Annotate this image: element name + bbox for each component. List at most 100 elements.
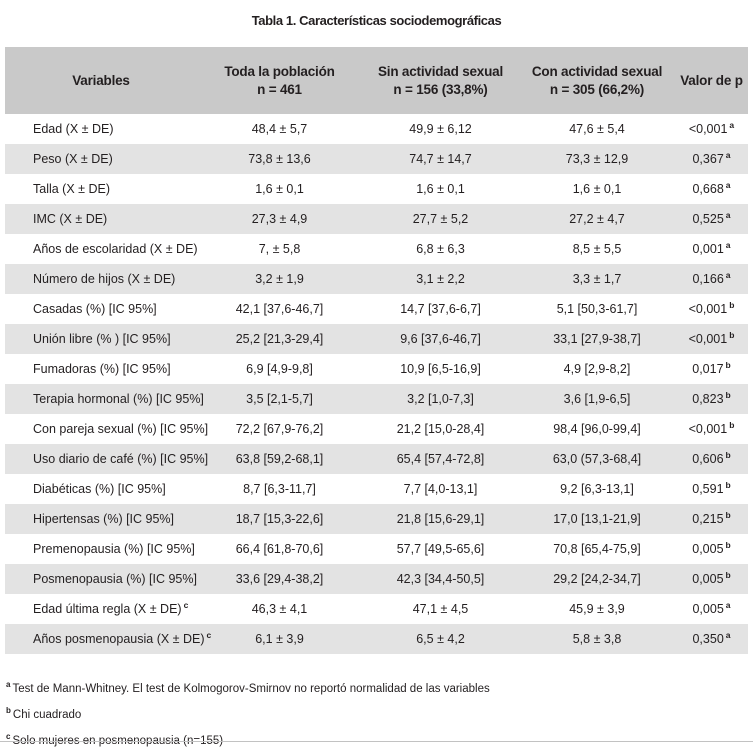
cell-total-population: 42,1 [37,6-46,7] — [235, 302, 324, 316]
cell-total-population: 8,7 [6,3-11,7] — [243, 482, 316, 496]
superscript-marker: c — [183, 599, 189, 610]
table-row: Número de hijos (X ± DE) 3,2 ± 1,9 3,1 ± 2… — [5, 264, 748, 294]
col-header-sub: n = 305 (66,2%) — [549, 81, 645, 97]
table-title: Tabla 1. Características sociodemográfic… — [251, 13, 502, 28]
cell-p-value: 0,005 a — [692, 599, 731, 616]
cell-p-value: 0,215 b — [675, 504, 748, 534]
cell-total-population: 18,7 [15,3-22,6] — [197, 504, 362, 534]
col-header-sub: n = 156 (33,8%) — [393, 81, 488, 97]
cell-no-sexual-activity: 6,8 ± 6,3 — [416, 242, 465, 256]
superscript-marker: b — [725, 509, 731, 520]
cell-p-value: 0,350 a — [675, 624, 748, 654]
superscript-marker: b — [729, 329, 735, 340]
cell-total-population: 46,3 ± 4,1 — [251, 602, 308, 616]
cell-p-value: 0,823 b — [675, 384, 748, 414]
table-row: Diabéticas (%) [IC 95%] 8,7 [6,3-11,7] 7,7… — [5, 474, 748, 504]
cell-p-value: 0,017 b — [692, 359, 731, 376]
superscript-marker: a — [729, 119, 735, 130]
cell-variable: Años posmenopausia (X ± DE) c — [5, 624, 211, 654]
cell-sexual-activity: 17,0 [13,1-21,9] — [519, 504, 675, 534]
cell-sexual-activity: 3,3 ± 1,7 — [519, 264, 675, 294]
cell-no-sexual-activity: 9,6 [37,6-46,7] — [362, 324, 519, 354]
footnotes: a Test de Mann-Whitney. El test de Kolmog… — [6, 674, 753, 749]
cell-no-sexual-activity: 74,7 ± 14,7 — [362, 144, 519, 174]
cell-no-sexual-activity: 65,4 [57,4-72,8] — [362, 444, 519, 474]
cell-total-population: 6,1 ± 3,9 — [197, 624, 362, 654]
cell-sexual-activity: 73,3 ± 12,9 — [519, 144, 675, 174]
cell-sexual-activity: 33,1 [27,9-38,7] — [519, 324, 675, 354]
cell-variable: Talla (X ± DE) — [33, 182, 111, 196]
cell-no-sexual-activity: 1,6 ± 0,1 — [416, 182, 465, 196]
cell-sexual-activity: 98,4 [96,0-99,4] — [553, 422, 641, 436]
cell-no-sexual-activity: 21,8 [15,6-29,1] — [362, 504, 519, 534]
cell-no-sexual-activity: 14,7 [37,6-6,7] — [400, 302, 481, 316]
table-row: Edad última regla (X ± DE) c 46,3 ± 4,1 47,… — [5, 594, 748, 624]
cell-p-value: 0,001 a — [692, 239, 731, 256]
footnote-marker: a — [6, 680, 11, 689]
cell-variable: Fumadoras (%) [IC 95%] — [33, 362, 171, 376]
cell-no-sexual-activity: 3,1 ± 2,2 — [362, 264, 519, 294]
cell-total-population: 73,8 ± 13,6 — [197, 144, 362, 174]
table-row: Edad (X ± DE) 48,4 ± 5,7 49,9 ± 6,12 47,6 ±… — [5, 114, 748, 144]
footnote-text: Chi cuadrado — [12, 708, 82, 721]
cell-total-population: 63,8 [59,2-68,1] — [197, 444, 362, 474]
superscript-marker: b — [725, 479, 731, 490]
sociodemographic-table: Variables Toda la población n = 461 Sin … — [5, 47, 748, 654]
col-header-label: Sin actividad sexual — [377, 63, 504, 79]
cell-variable: Uso diario de café (%) [IC 95%] — [5, 444, 208, 474]
cell-variable: Peso (X ± DE) — [5, 144, 197, 174]
cell-no-sexual-activity: 42,3 [34,4-50,5] — [362, 564, 519, 594]
superscript-marker: a — [725, 149, 731, 160]
cell-total-population: 7, ± 5,8 — [258, 242, 301, 256]
superscript-marker: b — [729, 419, 735, 430]
footnote-text: Solo mujeres en posmenopausia (n=155) — [12, 734, 224, 747]
cell-variable: Número de hijos (X ± DE) — [5, 264, 197, 294]
footnote-marker: b — [6, 705, 11, 715]
col-header-label: Valor de p — [680, 72, 743, 88]
cell-variable: Posmenopausia (%) [IC 95%] — [5, 564, 197, 594]
table-row: Uso diario de café (%) [IC 95%] 63,8 [59,… — [5, 444, 748, 474]
cell-sexual-activity: 5,8 ± 3,8 — [519, 624, 675, 654]
cell-p-value: 0,367 a — [675, 144, 748, 174]
col-header-no-sexual-activity: Sin actividad sexual n = 156 (33,8%) — [362, 47, 519, 114]
cell-variable: Edad (X ± DE) — [33, 122, 114, 136]
footnote-b: b Chi cuadrado — [6, 700, 753, 726]
bottom-rule — [0, 741, 753, 742]
cell-variable: IMC (X ± DE) — [5, 204, 197, 234]
cell-p-value: <0,001 b — [675, 324, 748, 354]
superscript-marker: b — [729, 299, 735, 310]
footnote-a: a Test de Mann-Whitney. El test de Kolmog… — [6, 674, 753, 700]
superscript-marker: b — [725, 359, 731, 370]
cell-variable: Premenopausia (%) [IC 95%] — [33, 542, 195, 556]
cell-no-sexual-activity: 27,7 ± 5,2 — [362, 204, 519, 234]
cell-variable: Unión libre (% ) [IC 95%] — [5, 324, 197, 354]
cell-no-sexual-activity: 7,7 [4,0-13,1] — [403, 482, 478, 496]
superscript-marker: a — [725, 209, 731, 220]
cell-variable: Casadas (%) [IC 95%] — [33, 302, 157, 316]
cell-variable: Edad última regla (X ± DE) c — [33, 599, 189, 616]
cell-sexual-activity: 5,1 [50,3-61,7] — [556, 302, 638, 316]
cell-variable: Terapia hormonal (%) [IC 95%] — [5, 384, 204, 414]
cell-sexual-activity: 4,9 [2,9-8,2] — [563, 362, 631, 376]
cell-p-value: 0,668 a — [692, 179, 731, 196]
table-head: Variables Toda la población n = 461 Sin … — [5, 47, 748, 114]
table-row: Hipertensas (%) [IC 95%] 18,7 [15,3-22,6]… — [5, 504, 748, 534]
table-row: Premenopausia (%) [IC 95%] 66,4 [61,8-70,… — [5, 534, 748, 564]
cell-total-population: 48,4 ± 5,7 — [251, 122, 308, 136]
cell-sexual-activity: 47,6 ± 5,4 — [569, 122, 625, 136]
cell-no-sexual-activity: 3,2 [1,0-7,3] — [362, 384, 519, 414]
cell-sexual-activity: 63,0 (57,3-68,4] — [519, 444, 675, 474]
superscript-marker: a — [725, 629, 731, 640]
superscript-marker: a — [725, 179, 731, 190]
cell-total-population: 66,4 [61,8-70,6] — [235, 542, 324, 556]
footnote-marker: c — [6, 731, 11, 741]
table-row: Casadas (%) [IC 95%] 42,1 [37,6-46,7] 14,7… — [5, 294, 748, 324]
cell-no-sexual-activity: 47,1 ± 4,5 — [412, 602, 469, 616]
cell-no-sexual-activity: 6,5 ± 4,2 — [362, 624, 519, 654]
cell-p-value: 0,591 b — [692, 479, 731, 496]
cell-variable: Con pareja sexual (%) [IC 95%] — [33, 422, 209, 436]
footnote-text: Test de Mann-Whitney. El test de Kolmogo… — [12, 682, 490, 695]
header-row: Variables Toda la población n = 461 Sin … — [5, 47, 748, 114]
cell-p-value: <0,001 b — [688, 419, 735, 436]
cell-sexual-activity: 45,9 ± 3,9 — [569, 602, 625, 616]
